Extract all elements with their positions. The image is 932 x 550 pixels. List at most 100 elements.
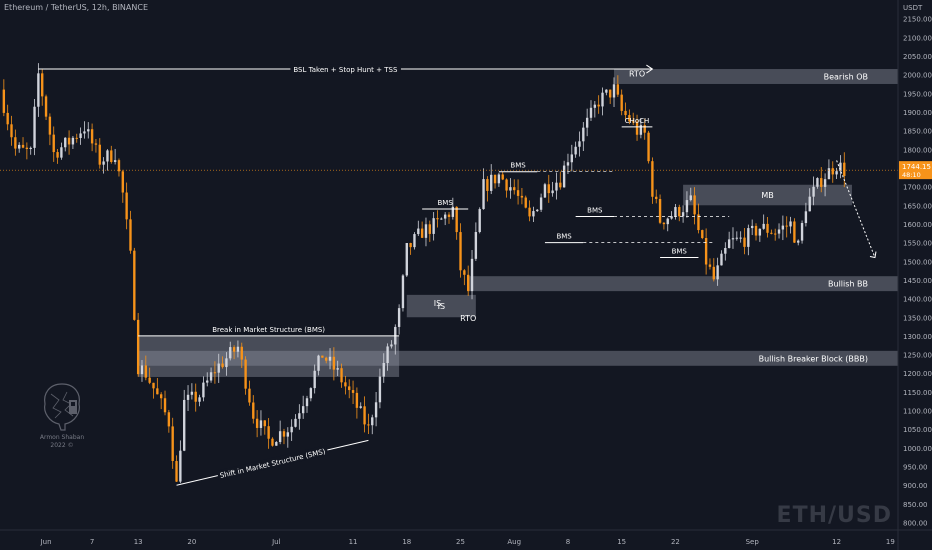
candle-body: [175, 461, 178, 482]
candle: [447, 212, 451, 224]
candle: [816, 177, 819, 189]
candle: [658, 194, 662, 225]
candle: [56, 149, 59, 164]
structure-label: BMS: [438, 199, 454, 207]
candle: [355, 387, 359, 419]
candle: [133, 247, 136, 321]
candle: [643, 118, 646, 140]
candle: [762, 214, 765, 230]
candle: [405, 242, 408, 277]
zone-label: MB: [761, 191, 773, 200]
candle-body: [747, 228, 750, 247]
label-background: [290, 64, 401, 75]
time-axis[interactable]: Jun 7 13 20 Jul 11 18 25 Aug 8 15 22 Sep 12 19: [0, 529, 932, 546]
candle: [509, 178, 512, 199]
candle: [136, 312, 140, 377]
candle-body: [762, 223, 765, 229]
candle: [167, 409, 171, 433]
candle-body: [605, 89, 608, 93]
candle: [317, 354, 320, 376]
candle-body: [505, 179, 508, 191]
candle: [774, 228, 777, 241]
y-tick-label: 1500.00: [903, 258, 932, 266]
candle: [804, 202, 808, 227]
candle-body: [90, 129, 94, 144]
candle: [428, 220, 432, 242]
candle-body: [113, 160, 117, 162]
candle-body: [225, 358, 228, 368]
brain-logo-icon: [44, 383, 80, 431]
candle-body: [685, 200, 689, 213]
candle: [559, 171, 562, 190]
y-tick-label: 1300.00: [903, 333, 932, 341]
candle-body: [133, 250, 136, 320]
candle-body: [67, 137, 71, 145]
candle-body: [708, 264, 712, 267]
candle: [693, 187, 696, 225]
candle-body: [628, 115, 631, 122]
candle-body: [152, 382, 155, 389]
candle: [831, 161, 834, 183]
candle: [33, 99, 36, 156]
candle-body: [793, 221, 796, 243]
x-tick-label: 20: [187, 538, 196, 546]
candle-body: [378, 376, 382, 403]
candle-body: [290, 426, 293, 433]
candle-body: [724, 247, 727, 254]
candle-body: [37, 73, 40, 107]
candle-body: [159, 394, 163, 399]
candle: [336, 360, 339, 377]
candle-body: [777, 229, 781, 234]
candle: [539, 193, 543, 213]
candle-body: [60, 147, 63, 158]
candle-body: [831, 168, 834, 175]
candle: [432, 212, 435, 241]
candle-body: [56, 152, 59, 158]
candle: [156, 378, 159, 395]
candle-body: [236, 346, 240, 352]
candle: [570, 144, 573, 172]
candle: [516, 179, 520, 205]
candle-body: [2, 89, 6, 113]
candle-body: [823, 179, 827, 187]
candle: [240, 342, 243, 368]
candle: [14, 129, 17, 156]
candle-body: [520, 195, 524, 198]
candle-body: [490, 174, 493, 191]
symbol-title[interactable]: Ethereum / TetherUS, 12h, BINANCE: [4, 3, 149, 12]
candle: [21, 137, 25, 149]
candle: [501, 171, 504, 181]
candle: [689, 187, 692, 202]
candle: [597, 95, 600, 114]
candle: [505, 178, 508, 198]
price-axis[interactable]: 800.00 850.00 900.00 950.00 1000.00 1050.00 11…: [897, 0, 932, 550]
candle: [252, 395, 255, 424]
annotation-label: RTO: [460, 314, 476, 323]
candle: [555, 172, 558, 200]
y-tick-label: 1600.00: [903, 221, 932, 229]
candle-body: [750, 225, 754, 229]
candle-body: [720, 253, 723, 266]
candle-body: [443, 214, 447, 219]
candle-body: [651, 161, 654, 197]
candle: [294, 414, 297, 428]
candle-body: [25, 147, 29, 150]
candle-body: [298, 413, 301, 419]
chart-annotations: Bearish OB MB Bullish BB Bullish Breaker Bl…: [212, 64, 868, 481]
candle-body: [497, 174, 501, 184]
candle: [582, 122, 585, 152]
candle-body: [712, 266, 715, 280]
candle: [90, 123, 94, 152]
candle: [110, 145, 113, 164]
candle: [175, 455, 178, 482]
x-tick-label: 13: [134, 538, 143, 546]
y-tick-label: 2150.00: [903, 16, 932, 24]
candle: [371, 414, 374, 435]
candle: [628, 109, 631, 125]
candle-body: [344, 382, 347, 387]
candle-body: [585, 117, 589, 128]
candle: [605, 89, 608, 96]
candle-body: [704, 238, 708, 265]
candle-body: [478, 209, 481, 233]
